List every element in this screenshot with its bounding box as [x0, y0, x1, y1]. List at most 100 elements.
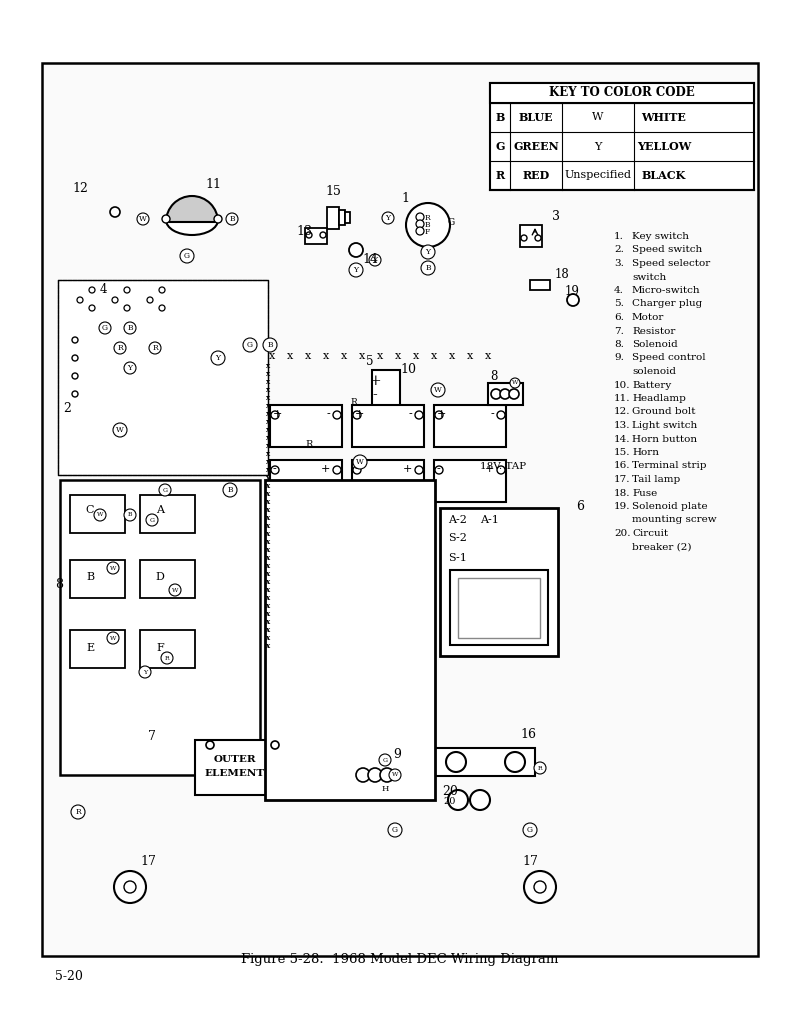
Text: G: G [184, 252, 190, 260]
Text: Light switch: Light switch [632, 421, 698, 430]
Text: Y: Y [373, 256, 378, 264]
Bar [339, 210, 345, 225]
Circle shape [349, 243, 363, 257]
Text: +: + [273, 409, 282, 419]
Text: x: x [266, 586, 270, 594]
Text: E: E [86, 643, 94, 653]
Circle shape [71, 805, 85, 819]
Circle shape [169, 584, 181, 596]
Text: 14: 14 [362, 253, 378, 266]
Text: x: x [467, 351, 473, 362]
Circle shape [415, 466, 423, 474]
Bar [490, 83, 754, 103]
Circle shape [524, 871, 556, 903]
Bar [530, 280, 550, 290]
Text: B: B [127, 324, 133, 332]
Text: +: + [402, 464, 412, 474]
Text: -: - [490, 409, 494, 419]
Text: 11.: 11. [614, 394, 630, 403]
Text: A-2: A-2 [448, 515, 467, 525]
Text: Unspecified: Unspecified [565, 170, 631, 181]
Text: R: R [75, 808, 81, 816]
Circle shape [435, 466, 443, 474]
Ellipse shape [166, 205, 218, 235]
Text: Speed selector: Speed selector [632, 259, 710, 268]
Circle shape [137, 213, 149, 225]
Bar [42, 63, 758, 956]
Text: x: x [266, 370, 270, 378]
Text: Y: Y [354, 266, 358, 274]
Text: W: W [139, 215, 147, 223]
Text: x: x [485, 351, 491, 362]
Text: 6.: 6. [614, 313, 624, 322]
Text: 9: 9 [393, 748, 401, 761]
Text: -: - [437, 464, 441, 474]
Text: W: W [392, 772, 398, 777]
Text: x: x [266, 562, 270, 570]
Circle shape [510, 378, 520, 388]
Circle shape [406, 203, 450, 248]
Text: 17: 17 [522, 855, 538, 868]
Text: 16: 16 [520, 728, 536, 741]
Text: C: C [86, 505, 94, 515]
Text: G: G [382, 758, 387, 762]
Circle shape [415, 411, 423, 419]
Text: 12.: 12. [614, 408, 630, 417]
Circle shape [431, 383, 445, 397]
Bar [488, 383, 523, 405]
Bar [58, 280, 268, 476]
Circle shape [99, 322, 111, 334]
Circle shape [356, 768, 370, 782]
Circle shape [333, 466, 341, 474]
Circle shape [226, 213, 238, 225]
Circle shape [470, 790, 490, 810]
Text: 20.: 20. [614, 529, 630, 538]
Text: x: x [449, 351, 455, 362]
Circle shape [72, 355, 78, 362]
Text: BLACK: BLACK [642, 170, 686, 181]
Circle shape [124, 362, 136, 374]
Text: x: x [266, 578, 270, 586]
Text: x: x [323, 351, 329, 362]
Circle shape [206, 741, 214, 749]
Text: W: W [512, 380, 518, 385]
Text: x: x [266, 610, 270, 618]
Text: 4: 4 [100, 283, 107, 296]
Circle shape [446, 752, 466, 772]
Text: x: x [266, 442, 270, 450]
Text: 13.: 13. [614, 421, 630, 430]
Bar [195, 740, 290, 795]
Circle shape [349, 263, 363, 277]
Text: x: x [377, 351, 383, 362]
Bar [345, 212, 350, 223]
Circle shape [368, 768, 382, 782]
Text: W: W [110, 636, 116, 641]
Bar [140, 560, 195, 598]
Circle shape [497, 411, 505, 419]
Text: Charger plug: Charger plug [632, 300, 702, 308]
Circle shape [382, 212, 394, 224]
Circle shape [448, 790, 468, 810]
Circle shape [149, 342, 161, 354]
Circle shape [380, 768, 394, 782]
Bar [435, 748, 535, 776]
Text: B: B [227, 486, 233, 494]
Text: 15.: 15. [614, 448, 630, 457]
Bar [140, 495, 195, 533]
Text: G: G [392, 826, 398, 834]
Bar [372, 370, 400, 408]
Text: 7: 7 [148, 730, 156, 743]
Circle shape [271, 466, 279, 474]
Text: Terminal strip: Terminal strip [632, 461, 706, 470]
Text: Battery: Battery [632, 380, 671, 389]
Text: x: x [266, 634, 270, 642]
Circle shape [214, 215, 222, 223]
Text: x: x [266, 418, 270, 426]
Text: x: x [269, 351, 275, 362]
Text: R: R [350, 398, 357, 407]
Text: 7.: 7. [614, 327, 624, 336]
Text: 10.: 10. [614, 380, 630, 389]
Text: R: R [165, 655, 170, 660]
Bar [458, 578, 540, 638]
Bar [434, 405, 506, 447]
